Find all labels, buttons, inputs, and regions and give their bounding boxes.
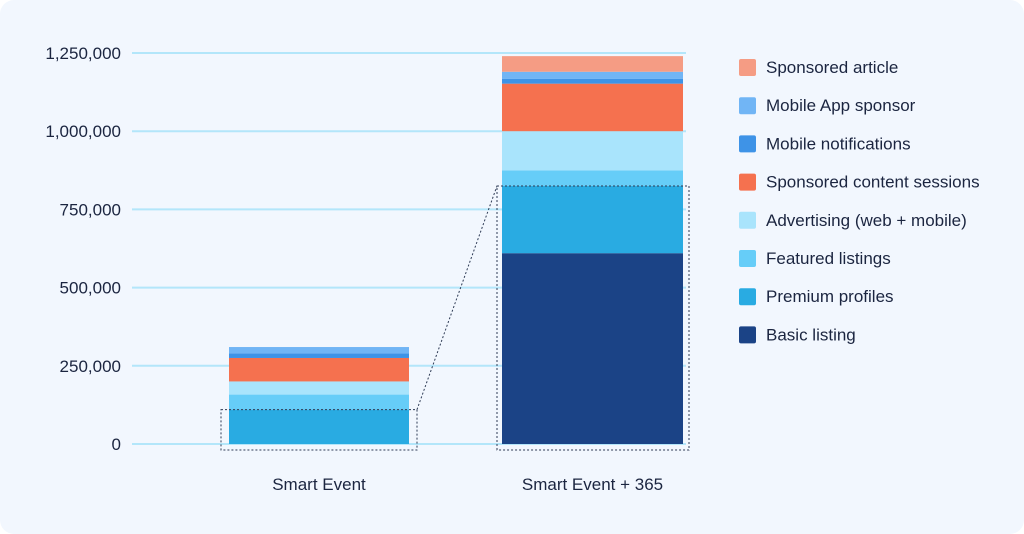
highlight-box-smart-event	[220, 409, 418, 451]
legend-item: Advertising (web + mobile)	[739, 211, 967, 230]
legend-swatch	[739, 250, 756, 267]
x-category-label: Smart Event + 365	[522, 475, 663, 494]
bar-segment	[229, 353, 409, 358]
legend-label: Advertising (web + mobile)	[766, 211, 967, 230]
legend-item: Sponsored content sessions	[739, 173, 980, 192]
bar-segment	[502, 78, 683, 84]
legend-item: Mobile notifications	[739, 134, 911, 153]
bar-segment	[502, 253, 683, 444]
bar-segment	[502, 56, 683, 72]
legend: Sponsored article Mobile App sponsor Mobil…	[739, 58, 980, 344]
highlight-connector	[416, 185, 498, 410]
legend-item: Basic listing	[739, 325, 856, 344]
legend-item: Featured listings	[739, 249, 891, 268]
legend-swatch	[739, 135, 756, 153]
legend-label: Sponsored content sessions	[766, 173, 980, 192]
highlight-box-smart-event-365	[496, 185, 690, 451]
bar-segment	[502, 131, 683, 171]
legend-label: Premium profiles	[766, 287, 894, 306]
legend-swatch	[739, 173, 756, 191]
y-axis-ticks: 0 250,000 500,000 750,000 1,000,000 1,250,000	[45, 44, 121, 454]
legend-item: Sponsored article	[739, 58, 898, 77]
bars	[229, 56, 683, 444]
legend-label: Sponsored article	[766, 58, 898, 77]
legend-label: Mobile notifications	[766, 134, 911, 153]
legend-item: Mobile App sponsor	[739, 96, 916, 115]
legend-item: Premium profiles	[739, 287, 894, 306]
legend-swatch	[739, 326, 756, 344]
legend-label: Mobile App sponsor	[766, 96, 916, 115]
x-category-label: Smart Event	[272, 475, 366, 494]
bar-segment	[502, 185, 683, 254]
bar-segment	[502, 170, 683, 186]
highlight-boxes	[220, 185, 690, 451]
bar-segment	[229, 357, 409, 382]
x-axis-categories: Smart Event Smart Event + 365	[272, 475, 663, 494]
legend-swatch	[739, 59, 756, 76]
y-tick-label: 1,250,000	[45, 44, 121, 63]
y-tick-label: 500,000	[60, 279, 121, 298]
legend-label: Featured listings	[766, 249, 891, 268]
bar-segment	[229, 409, 409, 444]
bar-segment	[502, 71, 683, 79]
bar-segment	[229, 394, 409, 410]
y-tick-label: 0	[112, 435, 121, 454]
bar-segment	[229, 381, 409, 395]
y-tick-label: 1,000,000	[45, 122, 121, 141]
y-tick-label: 750,000	[60, 200, 121, 219]
legend-swatch	[739, 211, 756, 229]
legend-swatch	[739, 288, 756, 306]
bar-segment	[229, 347, 409, 354]
bar-segment	[502, 83, 683, 132]
legend-label: Basic listing	[766, 325, 856, 344]
y-tick-label: 250,000	[60, 357, 121, 376]
legend-swatch	[739, 97, 756, 115]
